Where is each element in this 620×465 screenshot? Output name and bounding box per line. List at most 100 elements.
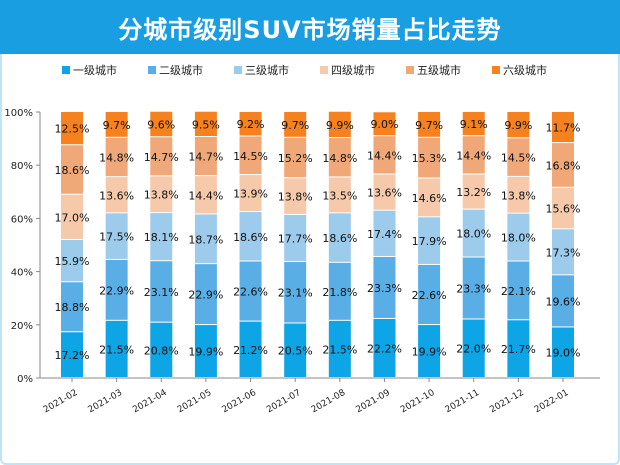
bar-segment (194, 325, 217, 377)
y-tick-label: 100% (4, 108, 33, 119)
title-banner: 分城市级别SUV市场销量占比走势 (0, 0, 620, 54)
bar-segment (194, 137, 217, 176)
x-tick-label: 2022-01 (533, 388, 571, 415)
x-tick-label: 2021-09 (354, 388, 392, 416)
data-label: 18.6% (233, 231, 268, 244)
data-label: 22.1% (501, 285, 536, 298)
data-label: 17.0% (55, 211, 90, 224)
data-label: 13.6% (99, 189, 134, 202)
data-label: 14.4% (456, 149, 491, 162)
bar-segment (507, 112, 530, 138)
data-label: 14.4% (188, 189, 223, 202)
bar-segment (373, 256, 396, 318)
legend-label: 一级城市 (73, 63, 117, 77)
bar-segment (194, 111, 217, 137)
data-label: 22.0% (456, 343, 491, 356)
bar-segment (418, 264, 441, 325)
bar-segment (150, 213, 173, 261)
data-label: 19.9% (412, 346, 447, 359)
data-label: 9.7% (103, 119, 131, 132)
bar-segment (284, 112, 307, 137)
data-label: 15.3% (412, 152, 447, 165)
bar-segment (328, 138, 351, 177)
data-label: 18.7% (188, 233, 223, 246)
legend-swatch (406, 66, 414, 74)
data-label: 21.8% (322, 286, 357, 299)
data-label: 14.8% (322, 152, 357, 165)
legend-label: 五级城市 (417, 63, 461, 77)
data-label: 23.3% (367, 282, 402, 295)
bar-segment (373, 112, 396, 136)
data-label: 21.5% (99, 343, 134, 356)
data-label: 22.6% (412, 289, 447, 302)
bar-segment (552, 229, 574, 275)
data-label: 13.8% (501, 189, 536, 202)
y-tick-label: 20% (11, 321, 33, 332)
data-label: 18.0% (501, 232, 536, 245)
x-tick-label: 2021-06 (220, 388, 258, 416)
data-label: 13.6% (367, 187, 402, 200)
bar-segment (105, 112, 128, 137)
bar-segment (418, 325, 441, 377)
bar-segment (507, 213, 530, 261)
data-label: 17.3% (546, 246, 581, 259)
data-label: 13.5% (322, 189, 357, 202)
legend-swatch (492, 66, 500, 74)
data-label: 19.6% (546, 295, 581, 308)
data-label: 18.0% (456, 228, 491, 241)
data-label: 19.0% (546, 347, 581, 360)
legend-swatch (320, 66, 328, 74)
x-tick-label: 2021-08 (310, 388, 348, 416)
x-tick-label: 2021-10 (399, 388, 437, 416)
data-label: 9.1% (460, 118, 488, 131)
bar-segment (150, 176, 173, 213)
bar-segment (328, 111, 351, 138)
data-label: 9.0% (370, 118, 398, 131)
data-label: 20.8% (144, 344, 179, 357)
bar-segment (373, 210, 396, 256)
bar-segment (328, 177, 351, 213)
data-label: 14.8% (99, 151, 134, 164)
bar-segment (194, 214, 217, 264)
data-label: 14.5% (233, 150, 268, 163)
bar-segment (328, 213, 351, 262)
data-label: 14.6% (412, 192, 447, 205)
bar-segment (194, 176, 217, 214)
data-label: 21.7% (501, 343, 536, 356)
data-label: 20.5% (278, 345, 313, 358)
data-label: 14.5% (501, 152, 536, 165)
legend-swatch (62, 66, 70, 74)
bar-segment (150, 261, 173, 322)
bar-segment (284, 262, 307, 323)
bar-segment (552, 112, 574, 143)
x-tick-label: 2021-05 (176, 388, 214, 415)
data-label: 17.2% (55, 349, 90, 362)
bar-segment (61, 282, 83, 332)
bar-segment (105, 137, 128, 177)
bar-segment (552, 275, 574, 327)
data-label: 9.9% (326, 119, 354, 132)
data-label: 22.6% (233, 286, 268, 299)
x-tick-label: 2021-03 (87, 388, 125, 415)
bar-segment (105, 213, 128, 259)
data-label: 22.2% (367, 342, 402, 355)
bar-segment (462, 319, 485, 377)
bar-segment (552, 143, 574, 187)
data-label: 9.6% (147, 119, 175, 132)
data-label: 22.9% (188, 289, 223, 302)
data-label: 13.2% (456, 186, 491, 199)
bar-segment (552, 187, 574, 229)
bar-segment (61, 112, 83, 145)
data-label: 9.7% (281, 119, 309, 132)
data-label: 16.8% (546, 159, 581, 172)
x-tick-label: 2021-04 (131, 388, 169, 416)
data-label: 14.7% (188, 151, 223, 164)
bar-segment (61, 194, 83, 239)
y-tick-label: 40% (11, 268, 33, 279)
bar-segment (418, 112, 441, 137)
bar-segment (328, 262, 351, 320)
data-label: 13.8% (278, 191, 313, 204)
data-label: 9.9% (504, 119, 532, 132)
bar-segment (239, 261, 262, 321)
data-label: 23.1% (278, 287, 313, 300)
